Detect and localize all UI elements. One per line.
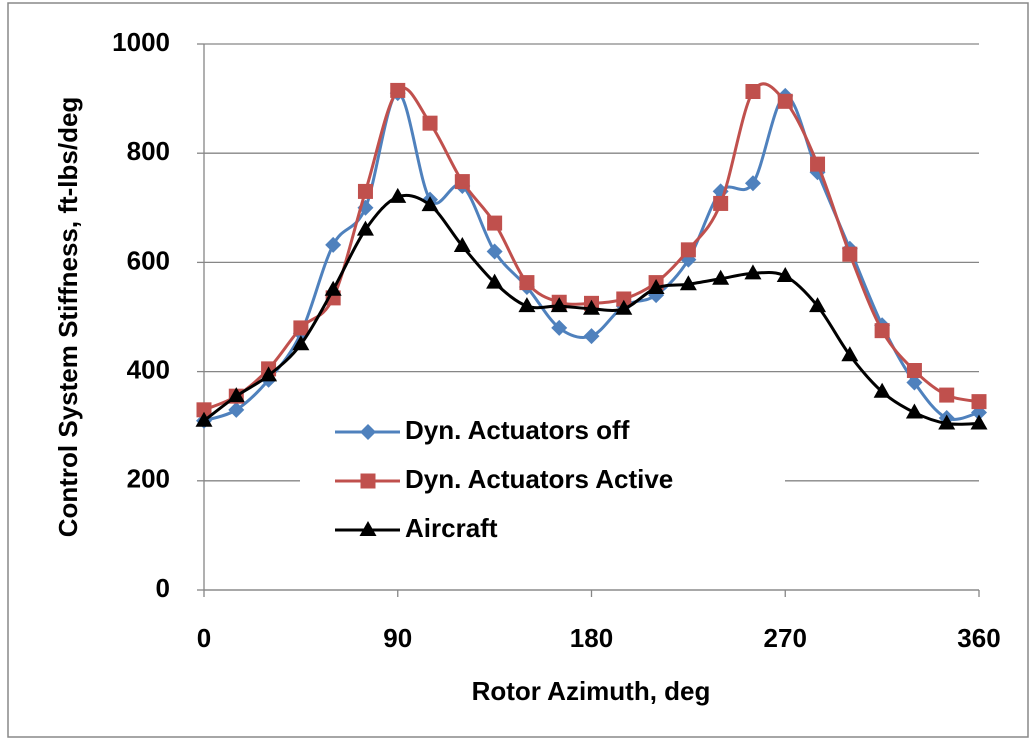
marker — [227, 387, 245, 403]
marker — [550, 297, 568, 313]
marker — [389, 187, 407, 203]
marker — [873, 382, 891, 398]
y-tick-label: 1000 — [112, 27, 170, 57]
marker — [260, 366, 278, 382]
marker — [939, 387, 955, 403]
marker — [196, 402, 212, 418]
legend-label: Dyn. Actuators off — [405, 415, 630, 445]
marker — [228, 401, 245, 418]
marker — [809, 297, 827, 313]
legend-marker — [359, 521, 377, 536]
legend-marker — [360, 424, 376, 440]
grid-layer: 0 200 400 600 800 1000 0 90 180 270 360 — [112, 27, 1001, 653]
marker — [841, 346, 859, 362]
marker — [422, 115, 438, 131]
marker — [293, 320, 309, 336]
y-tick-label: 400 — [127, 354, 170, 384]
marker — [519, 275, 535, 291]
marker — [486, 243, 503, 260]
marker — [324, 280, 342, 296]
marker — [776, 267, 794, 283]
marker — [356, 220, 374, 236]
marker — [292, 335, 310, 351]
marker — [810, 156, 826, 172]
legend: Dyn. Actuators off Dyn. Actuators Active A… — [300, 410, 785, 552]
marker — [680, 242, 696, 258]
marker — [357, 183, 373, 199]
marker — [195, 411, 213, 427]
plot-layer — [195, 82, 988, 430]
marker — [744, 175, 761, 192]
y-tick-label: 0 — [156, 573, 170, 603]
chart-frame — [7, 2, 1029, 738]
marker — [454, 174, 470, 190]
marker — [842, 246, 858, 262]
marker — [421, 196, 439, 212]
marker — [971, 394, 987, 410]
marker — [583, 299, 600, 315]
legend-label: Aircraft — [405, 513, 498, 543]
marker — [615, 299, 633, 315]
marker — [938, 414, 956, 430]
y-tick-label: 200 — [127, 464, 170, 494]
marker — [680, 251, 697, 268]
x-tick-label: 360 — [957, 623, 1000, 653]
marker — [616, 291, 632, 307]
legend-marker — [360, 473, 376, 489]
marker — [970, 414, 988, 430]
marker — [487, 215, 503, 231]
marker — [486, 273, 504, 289]
x-tick-label: 90 — [383, 623, 412, 653]
x-tick-label: 180 — [570, 623, 613, 653]
marker — [745, 84, 761, 100]
y-tick-label: 600 — [127, 245, 170, 275]
marker — [874, 323, 890, 339]
marker — [551, 319, 568, 336]
x-tick-label: 0 — [197, 623, 211, 653]
marker — [518, 297, 536, 313]
y-tick-label: 800 — [127, 136, 170, 166]
marker — [906, 374, 923, 391]
marker — [905, 403, 923, 419]
x-axis-title: Rotor Azimuth, deg — [472, 676, 711, 706]
marker — [906, 363, 922, 379]
marker — [777, 93, 793, 109]
y-axis-title: Control System Stiffness, ft-lbs/deg — [53, 97, 83, 538]
marker — [453, 237, 471, 253]
marker — [583, 328, 600, 345]
marker — [744, 264, 762, 280]
marker — [712, 269, 730, 285]
marker — [325, 236, 342, 253]
marker — [713, 195, 729, 211]
marker — [679, 275, 697, 291]
marker — [390, 82, 406, 98]
legend-label: Dyn. Actuators Active — [405, 464, 673, 494]
marker — [647, 279, 665, 295]
x-tick-label: 270 — [764, 623, 807, 653]
